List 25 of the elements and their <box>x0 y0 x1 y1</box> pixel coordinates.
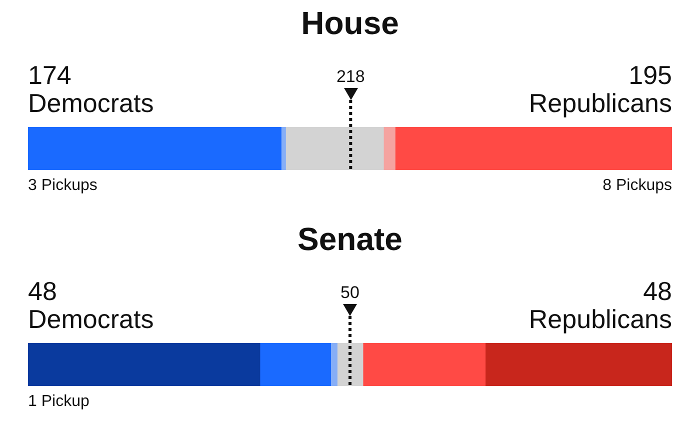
text: 1 Pickup <box>28 393 90 410</box>
text: 50 <box>340 283 360 302</box>
text: Republicans <box>528 88 672 118</box>
bar <box>383 127 396 170</box>
bar <box>336 343 364 386</box>
bar <box>285 127 384 170</box>
text: 48 <box>28 276 57 306</box>
text: 174 <box>28 60 72 90</box>
chart-title: Senate <box>298 221 402 257</box>
text: 48 <box>643 276 672 306</box>
text: 3 Pickups <box>28 177 98 194</box>
bar <box>260 343 332 386</box>
text: Democrats <box>28 304 154 334</box>
bar <box>28 127 282 170</box>
text: Republicans <box>528 304 672 334</box>
text: Democrats <box>28 88 154 118</box>
bar <box>330 343 338 386</box>
bar <box>28 343 260 386</box>
chart-title: House <box>301 5 399 41</box>
bar <box>394 127 672 170</box>
bar <box>484 343 672 386</box>
bar <box>362 343 486 386</box>
text: 218 <box>336 67 365 86</box>
text: 195 <box>628 60 672 90</box>
text: 8 Pickups <box>602 177 672 194</box>
